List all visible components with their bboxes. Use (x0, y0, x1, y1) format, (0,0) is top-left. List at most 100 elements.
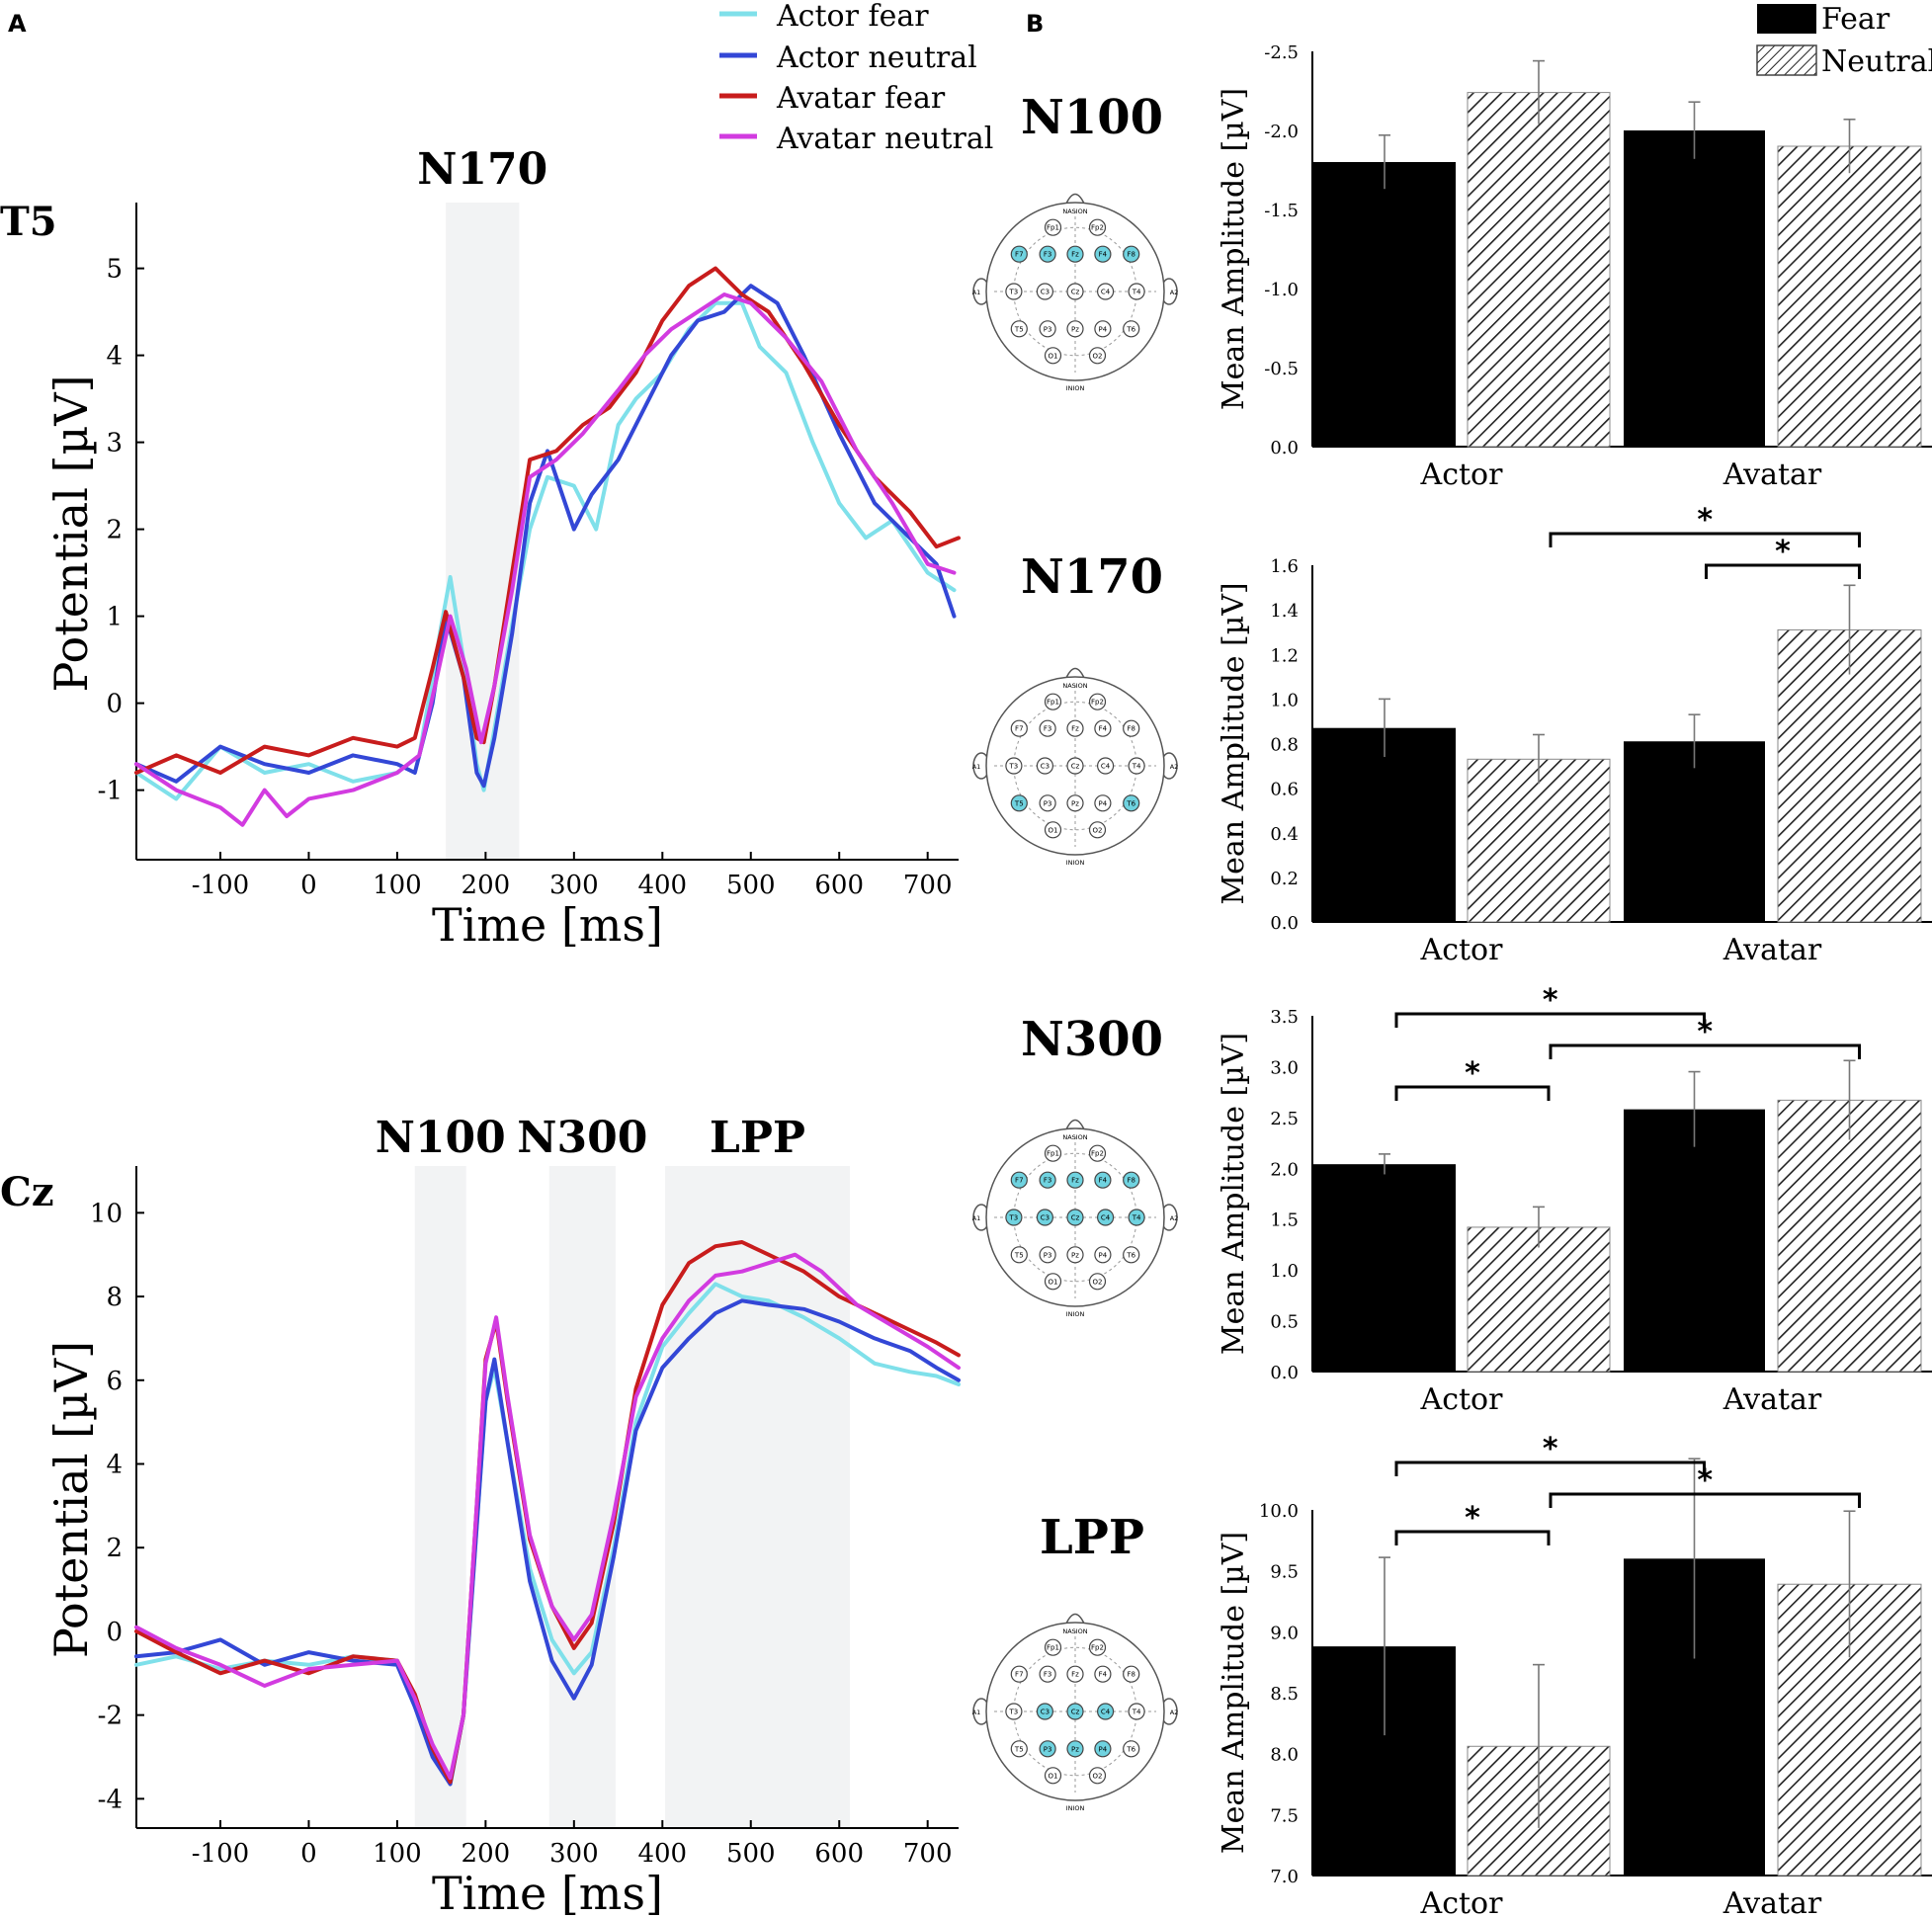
electrode-label-n100: F4 (1099, 251, 1108, 259)
category-label-actor-n300: Actor (1420, 1382, 1504, 1417)
y-tick-label-cz: 8 (106, 1283, 123, 1312)
electrode-t6-n300 (1123, 1246, 1140, 1264)
electrode-fp2-lpp (1088, 1638, 1107, 1656)
electrode-p3-lpp (1039, 1740, 1056, 1758)
electrode-label-lpp: T5 (1014, 1745, 1024, 1753)
y-tick-label-cz: 10 (90, 1199, 123, 1228)
electrode-label-n100: C4 (1101, 289, 1111, 296)
electrode-label-lpp: Cz (1071, 1709, 1080, 1716)
significance-star-n300: * (1697, 1015, 1713, 1049)
electrode-label-n170: F3 (1044, 725, 1051, 733)
y-tick-label-t5: 4 (106, 342, 123, 372)
electrode-c4-n170 (1096, 757, 1115, 775)
electrode-label-lpp: C4 (1101, 1709, 1111, 1716)
electrode-c3-n100 (1036, 283, 1054, 300)
electrode-label-n100: T4 (1132, 289, 1141, 296)
significance-bracket-n300 (1549, 1043, 1861, 1059)
electrode-p4-n300 (1094, 1246, 1112, 1264)
x-tick-label-t5: 500 (726, 871, 776, 900)
significance-bracket-lpp (1549, 1492, 1861, 1508)
significance-star-lpp: * (1465, 1501, 1480, 1536)
head-nasion-label-n100: NASION (1062, 208, 1087, 215)
electrode-label-n100: T3 (1009, 289, 1019, 296)
category-label-actor-n100: Actor (1420, 458, 1504, 492)
legend-swatch-neutral (1756, 44, 1817, 76)
head-ear-label-lpp: A1 (972, 1709, 981, 1716)
window-label-n100: N100 (376, 1113, 506, 1163)
significance-star-n170: * (1697, 503, 1713, 538)
electrode-o2-n300 (1088, 1273, 1107, 1291)
y-tick-label-t5: 3 (106, 429, 123, 459)
electrode-label-n100: Pz (1071, 325, 1079, 333)
significance-star-n300: * (1543, 983, 1558, 1018)
significance-star-lpp: * (1543, 1432, 1558, 1466)
electrode-f4-n300 (1094, 1171, 1112, 1189)
electrode-p4-n170 (1094, 794, 1112, 812)
electrode-fz-lpp (1066, 1665, 1084, 1683)
y-tick-label-lpp: 8.0 (1270, 1745, 1299, 1766)
electrode-label-n300: T3 (1009, 1214, 1019, 1222)
head-nose-n100 (1065, 193, 1085, 205)
electrode-o2-n100 (1088, 347, 1107, 365)
y-tick-label-n100: -2.5 (1264, 42, 1299, 63)
y-tick-label-n100: -1.0 (1264, 280, 1299, 300)
electrode-f7-n300 (1010, 1171, 1028, 1189)
y-tick-label-n170: 1.2 (1270, 645, 1299, 666)
series-line-avatar-neutral-t5 (134, 292, 957, 827)
electrode-label-n170: Fz (1071, 725, 1079, 733)
x-tick-label-t5: 400 (637, 871, 687, 900)
electrode-f4-n170 (1094, 719, 1112, 737)
y-tick-label-lpp: 9.5 (1270, 1562, 1299, 1583)
x-tick-label-t5: 600 (814, 871, 864, 900)
series-line-actor-neutral-t5 (134, 284, 957, 789)
head-inion-label-n100: INION (1066, 384, 1085, 392)
electrode-f3-n300 (1039, 1171, 1056, 1189)
electrode-label-n100: Fp2 (1091, 224, 1104, 232)
electrode-label-n170: Fp2 (1091, 699, 1104, 707)
electrode-label-n300: P3 (1044, 1251, 1052, 1259)
head-inion-label-n300: INION (1066, 1310, 1085, 1318)
electrode-fp1-n100 (1044, 218, 1062, 236)
y-tick-label-n170: 0.2 (1270, 869, 1299, 889)
electrode-label-lpp: C3 (1041, 1709, 1050, 1716)
electrode-fz-n100 (1066, 245, 1084, 263)
x-tick-label-cz: 500 (726, 1839, 776, 1869)
electrode-f7-lpp (1010, 1665, 1028, 1683)
category-label-avatar-n170: Avatar (1722, 933, 1822, 967)
significance-bracket-lpp (1394, 1460, 1706, 1476)
electrode-pz-n100 (1066, 320, 1084, 338)
y-tick-label-n170: 0.4 (1270, 824, 1299, 845)
y-tick-label-n170: 1.4 (1270, 601, 1299, 622)
electrode-o2-n170 (1088, 821, 1107, 839)
y-tick-label-n100: -1.5 (1264, 201, 1299, 221)
y-tick-label-n170: 1.6 (1270, 556, 1299, 577)
electrode-map-n100: NASION INION A1 A2 Fp1 Fp2 F7 F3 Fz F4 F8 T3 C3 Cz C4 T… (972, 193, 1179, 392)
electrode-label-n170: P4 (1099, 799, 1108, 807)
electrode-pz-lpp (1066, 1740, 1084, 1758)
electrode-label-lpp: F4 (1099, 1671, 1108, 1679)
category-label-avatar-n300: Avatar (1722, 1382, 1822, 1417)
category-label-avatar-lpp: Avatar (1722, 1886, 1822, 1918)
head-ear-label-n100: A2 (1170, 289, 1179, 296)
electrode-label-n170: Fp1 (1047, 699, 1059, 707)
y-axis-label-n300: Mean Amplitude [µV] (1217, 1033, 1251, 1355)
x-tick-label-cz: 200 (462, 1839, 511, 1869)
electrode-label-n170: Pz (1071, 799, 1079, 807)
electrode-t4-n300 (1128, 1209, 1145, 1226)
bar-chart-n100: N100 0.0 -0.5 -1.0 -1.5 -2.0 -2.5 Mean Amplitud… (1021, 42, 1932, 492)
legend-label-avatar-neutral: Avatar neutral (776, 122, 993, 156)
series-line-avatar-fear-t5 (134, 266, 961, 775)
electrode-label-n300: Cz (1071, 1214, 1080, 1222)
bar-chart-lpp: LPP 7.0 7.5 8.0 8.5 9.0 9.5 10.0 Mean Amplitude … (1040, 1432, 1932, 1918)
electrode-map-n300: NASION INION A1 A2 Fp1 Fp2 F7 F3 Fz F4 F8 T3 C3 Cz C4 T… (972, 1119, 1178, 1318)
electrode-t5-n100 (1010, 320, 1028, 338)
category-label-actor-n170: Actor (1420, 933, 1504, 967)
electrode-c4-lpp (1096, 1703, 1115, 1720)
y-tick-label-cz: 0 (106, 1618, 123, 1647)
electrode-label-n300: Pz (1071, 1251, 1079, 1259)
y-tick-label-cz: 2 (106, 1534, 123, 1563)
y-axis-label-lpp: Mean Amplitude [µV] (1217, 1532, 1251, 1854)
electrode-label-n170: F7 (1015, 725, 1023, 733)
electrode-label-lpp: P4 (1099, 1745, 1108, 1753)
electrode-label-lpp: F7 (1015, 1671, 1023, 1679)
